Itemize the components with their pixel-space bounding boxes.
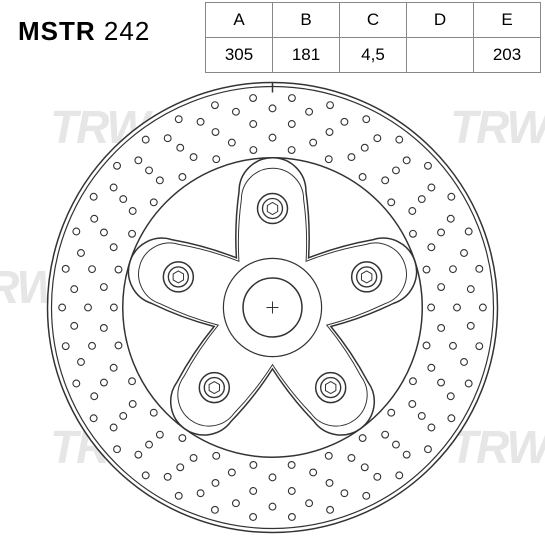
table-row: 305 181 4,5 203	[206, 38, 541, 73]
cell-value: 181	[273, 38, 340, 73]
col-header: E	[474, 3, 541, 38]
spec-table: A B C D E 305 181 4,5 203	[205, 2, 541, 73]
col-header: B	[273, 3, 340, 38]
cell-value: 203	[474, 38, 541, 73]
cell-value	[407, 38, 474, 73]
cell-value: 4,5	[340, 38, 407, 73]
col-header: C	[340, 3, 407, 38]
col-header: D	[407, 3, 474, 38]
part-suffix: 242	[104, 16, 150, 46]
table-row: A B C D E	[206, 3, 541, 38]
cell-value: 305	[206, 38, 273, 73]
col-header: A	[206, 3, 273, 38]
part-number: MSTR 242	[0, 0, 150, 74]
header: MSTR 242 A B C D E 305 181 4,5 203	[0, 0, 545, 74]
brake-disc-diagram	[40, 75, 505, 540]
part-prefix: MSTR	[18, 16, 96, 46]
